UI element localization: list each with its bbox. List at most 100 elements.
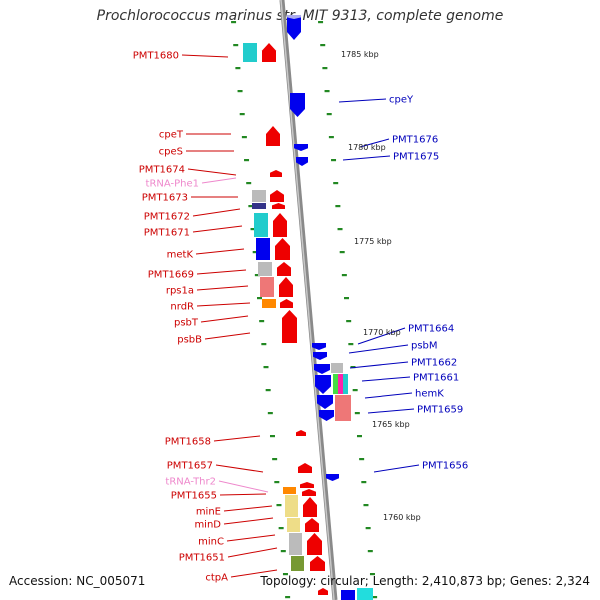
leader-line xyxy=(213,435,261,442)
leader-line xyxy=(201,177,237,184)
feature-box xyxy=(258,262,272,276)
gene-label: tRNA-Thr2 xyxy=(165,477,216,488)
feature-box xyxy=(252,203,266,209)
scale-label: 1765 kbp xyxy=(372,420,410,429)
guide-dash xyxy=(237,90,243,93)
guide-dash xyxy=(350,366,356,369)
scale-label: 1785 kbp xyxy=(341,50,379,59)
guide-dash xyxy=(339,251,345,254)
forward-gene-arrow xyxy=(305,518,319,532)
forward-gene-arrow xyxy=(273,213,287,237)
feature-box xyxy=(335,395,351,421)
reverse-gene-arrow xyxy=(290,93,305,117)
leader-line xyxy=(196,302,251,307)
guide-dash xyxy=(331,159,337,162)
leader-line xyxy=(218,480,269,493)
guide-dash xyxy=(326,113,332,116)
feature-box xyxy=(252,190,266,202)
guide-dash xyxy=(231,21,237,24)
gene-label: nrdR xyxy=(170,302,194,313)
guide-dash xyxy=(248,205,254,208)
leader-line xyxy=(349,361,409,369)
guide-dash xyxy=(274,481,280,484)
guide-dash xyxy=(259,320,265,323)
reverse-gene-arrow xyxy=(326,474,339,481)
feature-box xyxy=(283,487,296,494)
guide-dash xyxy=(352,389,358,392)
leader-line xyxy=(196,285,249,291)
gene-label: cpeY xyxy=(389,95,414,106)
guide-dash xyxy=(265,389,271,392)
feature-box xyxy=(243,43,257,62)
gene-label: PMT1671 xyxy=(144,228,190,239)
guide-dash xyxy=(263,366,269,369)
guide-dash xyxy=(372,596,378,599)
forward-gene-arrow xyxy=(307,533,322,555)
reverse-gene-arrow xyxy=(317,395,333,409)
feature-box xyxy=(262,299,276,308)
feature-box xyxy=(291,556,304,571)
gene-label: PMT1664 xyxy=(408,324,454,335)
reverse-gene-arrow xyxy=(313,352,327,360)
guide-dash xyxy=(254,274,260,277)
gene-label: cpeS xyxy=(159,147,183,158)
gene-label: psbB xyxy=(177,335,202,346)
gene-label: cpeT xyxy=(159,130,184,141)
guide-dash xyxy=(354,412,360,415)
forward-gene-arrow xyxy=(279,277,293,297)
leader-line xyxy=(192,208,241,217)
gene-feature-boxes xyxy=(243,43,373,600)
guide-dash xyxy=(328,136,334,139)
leader-line xyxy=(192,225,243,233)
gene-label: PMT1656 xyxy=(422,461,468,472)
guide-dash xyxy=(244,159,250,162)
gene-arrows xyxy=(262,15,339,595)
gene-label: psbM xyxy=(411,341,438,352)
feature-box xyxy=(341,590,355,600)
guide-dash xyxy=(356,435,362,438)
guide-dash xyxy=(250,228,256,231)
forward-gene-arrow xyxy=(275,238,290,260)
guide-dash xyxy=(239,113,245,116)
leader-line xyxy=(200,315,249,323)
guide-dash xyxy=(280,550,286,553)
leader-line xyxy=(227,547,278,558)
guide-dash xyxy=(282,573,288,576)
gene-label: hemK xyxy=(415,389,444,400)
leader-line xyxy=(338,98,387,103)
forward-gene-arrow xyxy=(266,126,280,146)
guide-dash xyxy=(346,320,352,323)
guide-dash xyxy=(272,458,278,461)
leader-line xyxy=(187,168,237,176)
gene-label: PMT1672 xyxy=(144,212,190,223)
feature-box xyxy=(260,277,274,297)
guide-dash xyxy=(333,182,339,185)
gene-label: rps1a xyxy=(166,286,194,297)
leader-line xyxy=(226,534,276,542)
guide-dash xyxy=(322,67,328,70)
gene-label: PMT1655 xyxy=(171,491,217,502)
gene-label: psbT xyxy=(174,318,199,329)
gene-label: PMT1680 xyxy=(133,51,179,62)
scale-label: 1775 kbp xyxy=(354,237,392,246)
gene-labels: PMT1680 cpeT cpeS PMT1674 tRNA-Phe1 PMT1673 PM… xyxy=(133,51,468,584)
leader-line xyxy=(223,505,273,512)
guide-dash xyxy=(348,343,354,346)
gene-label: minD xyxy=(194,520,221,531)
feature-box xyxy=(285,495,298,517)
reverse-gene-arrow xyxy=(294,144,308,151)
reverse-gene-arrow xyxy=(287,15,301,19)
forward-gene-arrow xyxy=(270,170,282,177)
gene-label: PMT1675 xyxy=(393,152,439,163)
guide-dash xyxy=(369,573,375,576)
feature-box xyxy=(256,238,270,260)
guide-dash xyxy=(278,527,284,530)
feature-box xyxy=(331,363,343,373)
forward-gene-arrow xyxy=(302,489,316,496)
feature-box xyxy=(357,588,373,600)
forward-gene-arrow xyxy=(298,463,312,473)
gene-label: minE xyxy=(196,507,221,518)
forward-gene-arrow xyxy=(270,190,284,202)
guide-dash xyxy=(246,182,252,185)
guide-dash xyxy=(261,343,267,346)
